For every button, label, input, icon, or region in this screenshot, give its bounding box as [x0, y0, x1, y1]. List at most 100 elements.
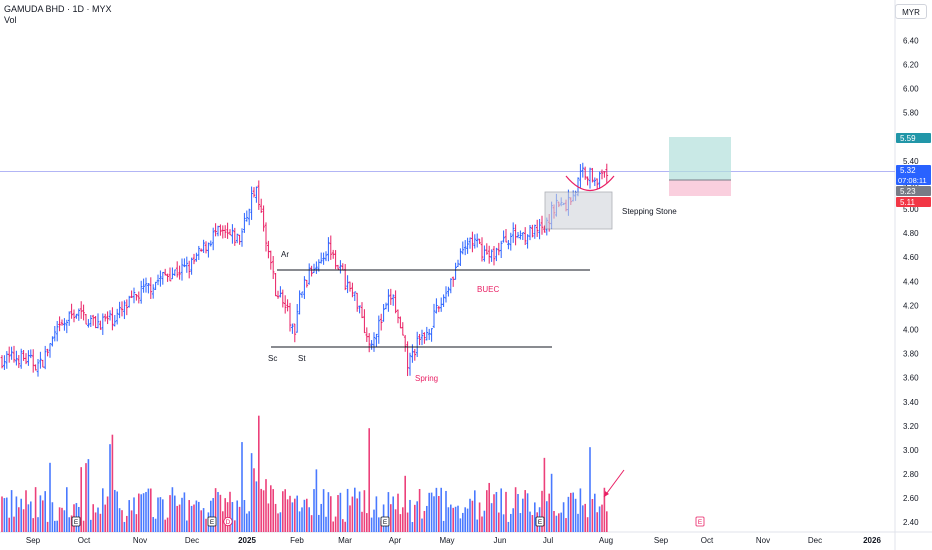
volume-bar — [301, 507, 303, 532]
volume-tick-label: 2.80 — [903, 470, 919, 479]
volume-bar — [258, 415, 260, 532]
chart-header: GAMUDA BHD · 1D · MYX Vol — [4, 4, 112, 26]
volume-bar — [474, 490, 476, 532]
volume-bar — [217, 492, 219, 532]
price-mark-label: 5.32 — [900, 166, 916, 175]
volume-bar — [255, 481, 258, 532]
volume-bar — [435, 487, 438, 532]
volume-bar — [174, 495, 176, 532]
volume-bar — [106, 496, 109, 532]
volume-bar — [584, 503, 586, 532]
volume-bar — [130, 510, 133, 532]
volume-bar — [1, 496, 3, 532]
volume-bar — [464, 507, 466, 532]
volume-bar — [157, 497, 159, 532]
volume-bar — [178, 504, 181, 532]
price-tick-label: 5.40 — [903, 157, 919, 166]
volume-bar — [526, 493, 529, 532]
price-mark-label: 5.59 — [900, 134, 916, 143]
volume-bar — [248, 511, 250, 532]
volume-bar — [152, 517, 154, 532]
volume-bar — [423, 510, 426, 532]
price-tick-label: 4.20 — [903, 301, 919, 310]
volume-bar — [82, 520, 85, 532]
volume-bar — [94, 512, 97, 532]
volume-bar — [123, 521, 126, 532]
volume-bar — [260, 488, 262, 532]
volume-bar — [454, 506, 457, 532]
volume-bar — [85, 463, 87, 532]
volume-bar — [322, 489, 325, 532]
volume-bar — [490, 503, 493, 532]
volume-bar — [3, 498, 6, 532]
dividend-marker — [223, 516, 233, 527]
time-tick-label: Oct — [701, 536, 714, 545]
volume-bar — [154, 518, 157, 532]
volume-bar — [54, 520, 56, 532]
cup-arc — [565, 175, 615, 191]
volume-bar — [596, 512, 598, 532]
volume-bar — [534, 502, 536, 532]
volume-bar — [104, 504, 106, 532]
volume-bar — [356, 498, 358, 532]
annotation-label: Ar — [281, 250, 289, 259]
volume-bar — [358, 491, 361, 532]
volume-bar — [488, 482, 490, 532]
stop-zone — [669, 180, 731, 196]
volume-bar — [469, 498, 471, 532]
price-mark-label: 5.23 — [900, 187, 916, 196]
volume-bar — [250, 453, 253, 532]
symbol-title[interactable]: GAMUDA BHD · 1D · MYX — [4, 4, 112, 14]
earnings-marker — [695, 516, 705, 527]
volume-bar — [133, 497, 135, 532]
price-tick-label: 4.80 — [903, 229, 919, 238]
volume-bar — [327, 492, 330, 532]
volume-bar — [562, 502, 565, 532]
volume-bar — [517, 494, 519, 532]
volume-bar — [135, 514, 138, 532]
volume-bar — [498, 512, 500, 532]
volume-bar — [282, 491, 284, 532]
target-zone — [669, 137, 731, 180]
volume-bar — [320, 503, 322, 532]
volume-bar — [169, 495, 171, 532]
volume-bar — [344, 521, 346, 532]
volume-bar — [10, 490, 13, 532]
volume-bar — [483, 510, 486, 532]
volume-bar — [339, 492, 342, 532]
volume-bar — [193, 504, 195, 532]
volume-bar — [378, 517, 380, 532]
volume-bar — [294, 498, 296, 532]
volume-bar — [495, 491, 498, 532]
price-tick-label: 3.80 — [903, 350, 919, 359]
annotation-label: Sc — [268, 354, 277, 363]
volume-bar — [522, 498, 524, 532]
volume-bar — [574, 498, 577, 532]
volume-indicator-label[interactable]: Vol — [4, 15, 17, 25]
volume-bar — [198, 501, 200, 532]
time-tick-label: Feb — [290, 536, 304, 545]
volume-bar — [572, 492, 574, 532]
volume-bar — [42, 500, 44, 532]
price-tick-label: 5.20 — [903, 181, 919, 190]
volume-bar — [63, 510, 66, 532]
volume-bar — [370, 517, 373, 532]
volume-bar — [553, 510, 555, 532]
volume-bar — [126, 515, 128, 532]
volume-bar — [205, 518, 207, 532]
volume-tick-label: 2.40 — [903, 518, 919, 527]
volume-bar — [579, 488, 582, 532]
volume-bar — [409, 499, 411, 532]
volume-bar — [140, 494, 142, 532]
earnings-marker-label: E — [74, 519, 79, 526]
volume-bar — [238, 506, 241, 532]
volume-bar — [90, 519, 92, 532]
time-tick-label: Jul — [543, 536, 553, 545]
volume-bar — [236, 500, 238, 532]
volume-bar — [234, 520, 236, 532]
volume-bar — [291, 502, 294, 532]
volume-bar — [428, 492, 430, 532]
volume-bar — [430, 492, 433, 532]
volume-bar — [476, 519, 478, 532]
